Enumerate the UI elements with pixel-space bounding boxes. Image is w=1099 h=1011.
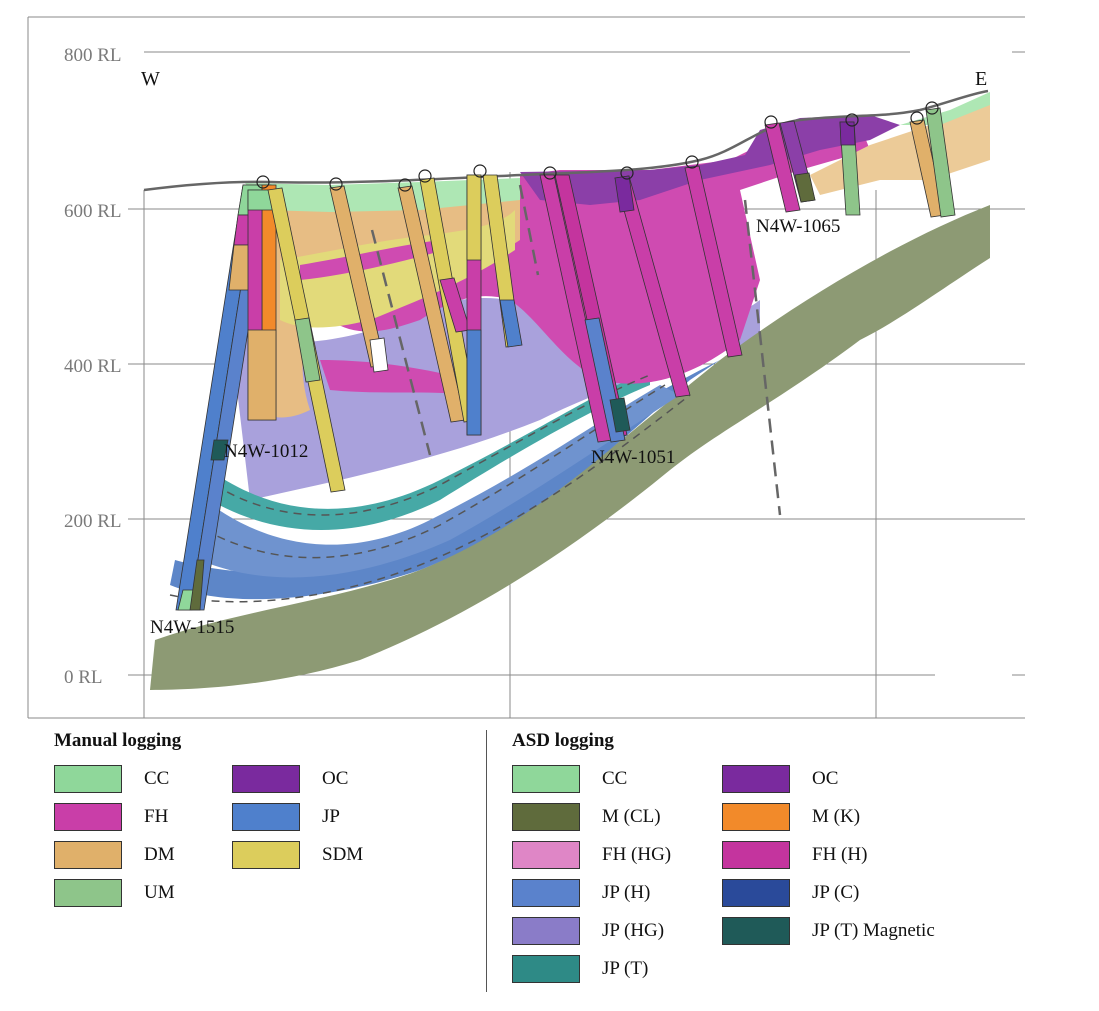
- asd-legend-item: CC: [512, 764, 722, 794]
- drillhole-north-3: [397, 177, 479, 423]
- manual-logging-items: CC OC FH JP DM SDM UM: [54, 764, 432, 908]
- asd-legend-label: FH (H): [812, 844, 868, 865]
- asd-legend-label: M (K): [812, 806, 861, 827]
- drillhole-north-1: [267, 187, 346, 493]
- drillhole-north-2: [329, 185, 389, 373]
- rl-label-400: 400 RL: [64, 356, 122, 377]
- cc-unit: [245, 178, 520, 212]
- manual-legend-label: SDM: [322, 844, 364, 865]
- asd-legend-item: JP (T): [512, 954, 722, 984]
- asd-legend-swatch: [512, 879, 580, 907]
- fh-tongue-2: [320, 360, 470, 395]
- asd-logging-title: ASD logging: [512, 730, 614, 751]
- manual-legend-item: FH: [54, 802, 232, 832]
- asd-logging-legend: ASD logging CC OC M (CL) M (K) FH (HG) FH (H)…: [512, 730, 952, 984]
- fh-tongue-1: [300, 240, 445, 280]
- manual-legend-swatch: [232, 803, 300, 831]
- manual-legend-swatch: [232, 765, 300, 793]
- rl-label-200: 200 RL: [64, 511, 122, 532]
- manual-legend-item: DM: [54, 840, 232, 870]
- asd-legend-label: JP (HG): [602, 920, 665, 941]
- asd-legend-item: M (K): [722, 802, 952, 832]
- asd-legend-swatch: [722, 841, 790, 869]
- hole-label-n4w-1012: N4W-1012: [224, 441, 308, 462]
- manual-legend-swatch: [54, 803, 122, 831]
- rl-label-800: 800 RL: [64, 45, 122, 66]
- asd-legend-label: JP (H): [602, 882, 651, 903]
- drillhole-n4w-1051: [539, 174, 631, 443]
- manual-legend-label: CC: [144, 768, 170, 789]
- oc-unit: [520, 115, 900, 205]
- asd-legend-item: JP (T) Magnetic: [722, 916, 952, 946]
- manual-legend-swatch: [54, 841, 122, 869]
- manual-legend-label: OC: [322, 768, 349, 789]
- manual-legend-item: JP: [232, 802, 432, 832]
- legend-separator: [486, 730, 487, 992]
- manual-legend-label: DM: [144, 844, 175, 865]
- sdm-unit: [280, 210, 515, 328]
- asd-legend-item: JP (C): [722, 878, 952, 908]
- asd-legend-label: OC: [812, 768, 839, 789]
- direction-east: E: [975, 68, 987, 90]
- rl-label-600: 600 RL: [64, 201, 122, 222]
- manual-legend-swatch: [54, 879, 122, 907]
- manual-legend-item: SDM: [232, 840, 432, 870]
- asd-legend-item: JP (HG): [512, 916, 722, 946]
- hole-label-n4w-1051: N4W-1051: [591, 447, 675, 468]
- topography-line: [143, 89, 989, 192]
- asd-legend-label: JP (T) Magnetic: [812, 920, 935, 941]
- manual-legend-label: JP: [322, 806, 340, 827]
- manual-legend-item: CC: [54, 764, 232, 794]
- basement-unit: [150, 205, 990, 690]
- jp-t-band: [210, 370, 650, 530]
- hole-label-n4w-1515: N4W-1515: [150, 617, 234, 638]
- manual-legend-item: UM: [54, 878, 232, 908]
- manual-legend-swatch: [232, 841, 300, 869]
- drillhole-east-2: [909, 107, 956, 218]
- asd-legend-item: OC: [722, 764, 952, 794]
- drillholes: [175, 107, 956, 611]
- asd-legend-item: FH (HG): [512, 840, 722, 870]
- geology-units: [150, 92, 990, 690]
- asd-legend-label: FH (HG): [602, 844, 672, 865]
- manual-legend-label: FH: [144, 806, 169, 827]
- asd-legend-swatch: [722, 917, 790, 945]
- asd-legend-swatch: [722, 765, 790, 793]
- manual-logging-title: Manual logging: [54, 730, 182, 751]
- asd-legend-swatch: [512, 917, 580, 945]
- asd-legend-item: JP (H): [512, 878, 722, 908]
- asd-legend-swatch: [722, 879, 790, 907]
- hole-label-n4w-1065: N4W-1065: [756, 216, 840, 237]
- jp-band: [170, 360, 720, 600]
- manual-legend-label: UM: [144, 882, 175, 903]
- manual-legend-swatch: [54, 765, 122, 793]
- asd-legend-label: JP (T): [602, 958, 649, 979]
- asd-legend-swatch: [512, 803, 580, 831]
- collar-markers: [256, 101, 939, 192]
- asd-legend-label: JP (C): [812, 882, 860, 903]
- jp-upper-band: [200, 385, 680, 578]
- cross-section-diagram: 800 RL 600 RL 400 RL 200 RL 0 RL W E N4W…: [27, 16, 1025, 719]
- direction-west: W: [141, 68, 160, 90]
- asd-legend-swatch: [512, 955, 580, 983]
- asd-legend-item: M (CL): [512, 802, 722, 832]
- manual-legend-item: OC: [232, 764, 432, 794]
- drillhole-n4w-1065: [764, 120, 861, 216]
- asd-legend-label: CC: [602, 768, 628, 789]
- faults: [370, 184, 782, 516]
- drillhole-n4w-1012: [247, 184, 277, 421]
- asd-legend-swatch: [722, 803, 790, 831]
- asd-legend-item: FH (H): [722, 840, 952, 870]
- drillhole-east-1: [614, 165, 743, 398]
- asd-legend-swatch: [512, 841, 580, 869]
- rl-label-0: 0 RL: [64, 667, 103, 688]
- asd-legend-label: M (CL): [602, 806, 661, 827]
- asd-logging-items: CC OC M (CL) M (K) FH (HG) FH (H) JP (H) JP (C)…: [512, 764, 952, 984]
- asd-legend-swatch: [512, 765, 580, 793]
- cc-unit-east: [900, 92, 990, 125]
- manual-logging-legend: Manual logging CC OC FH JP DM SDM UM: [54, 730, 432, 908]
